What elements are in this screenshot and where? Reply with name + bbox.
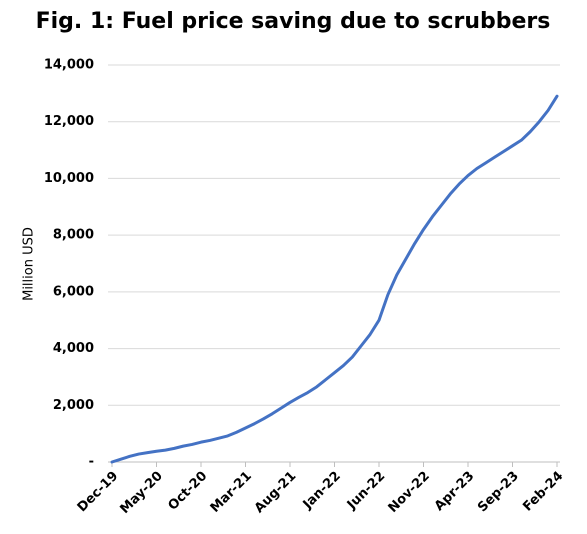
y-tick-label: 12,000 xyxy=(44,114,94,129)
y-tick-label: - xyxy=(89,455,94,470)
y-tick-label: 6,000 xyxy=(53,284,94,299)
x-tick-label: Aug-21 xyxy=(252,469,299,516)
y-axis-title: Million USD xyxy=(22,227,37,301)
x-tick-label: Feb-24 xyxy=(520,469,566,515)
x-tick-label: Jan-22 xyxy=(300,469,344,513)
x-tick-label: Dec-19 xyxy=(75,469,122,516)
y-tick-label: 4,000 xyxy=(53,341,94,356)
x-tick-label: Nov-22 xyxy=(386,469,433,516)
y-tick-label: 14,000 xyxy=(44,58,94,73)
x-tick-label: Sep-23 xyxy=(475,469,522,516)
chart-title: Fig. 1: Fuel price saving due to scrubbe… xyxy=(36,9,551,34)
y-tick-label: 10,000 xyxy=(44,171,94,186)
line-series xyxy=(110,94,559,464)
y-tick-label: 2,000 xyxy=(53,398,94,413)
x-tick-label: Oct-20 xyxy=(165,469,210,514)
x-tick-label: May-20 xyxy=(118,469,166,517)
x-tick-label: Apr-23 xyxy=(432,469,477,514)
y-tick-label: 8,000 xyxy=(53,228,94,243)
x-tick-label: Jun-22 xyxy=(344,469,388,513)
x-tick-label: Mar-21 xyxy=(208,469,255,516)
